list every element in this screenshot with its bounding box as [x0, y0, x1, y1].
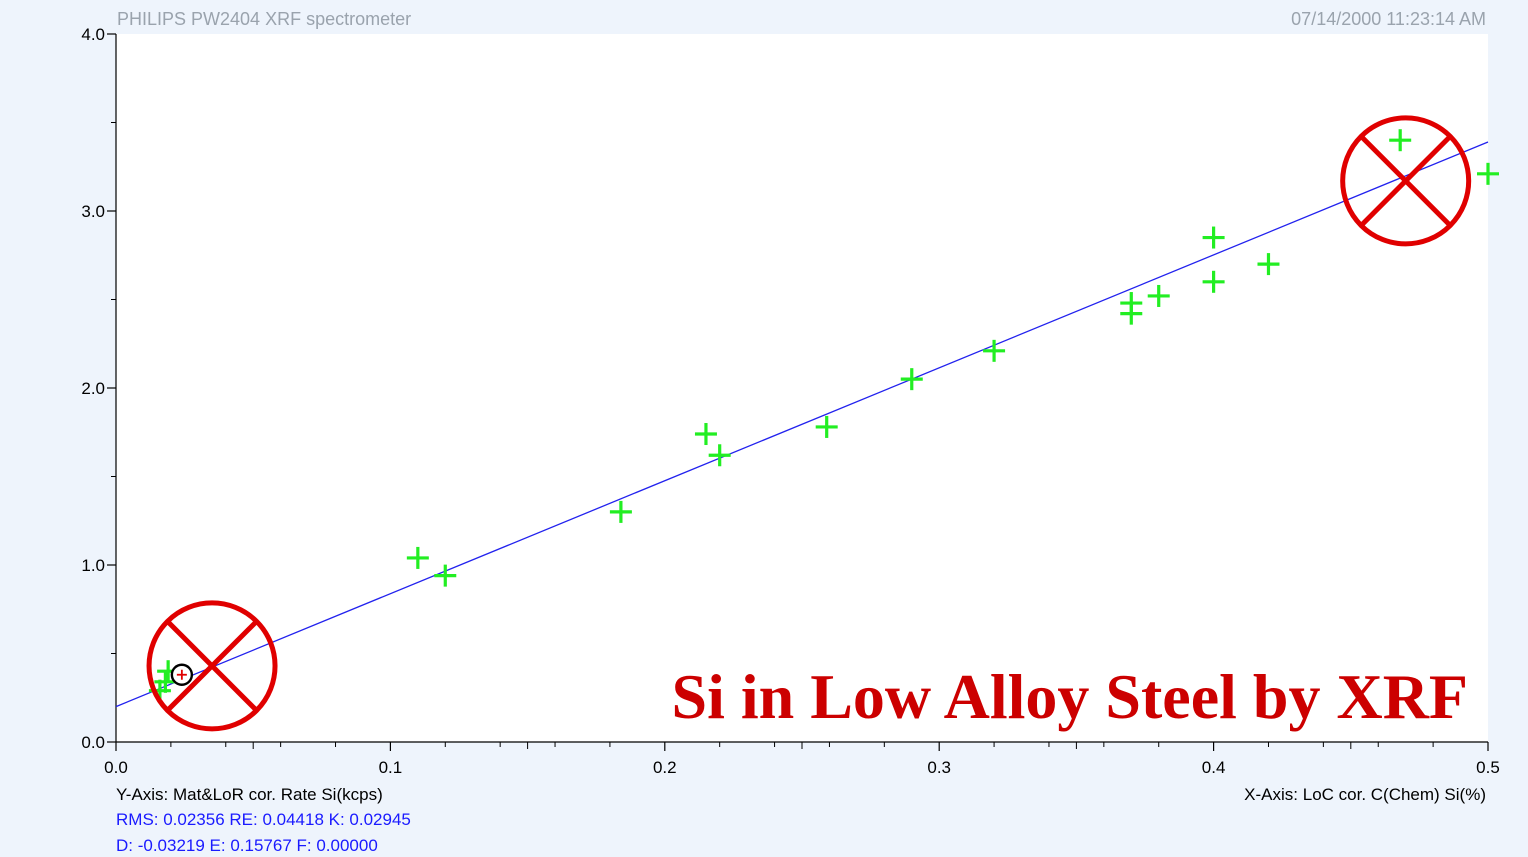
data-point: [1202, 270, 1225, 293]
fit-line: [115, 141, 1489, 708]
x-tick-label: 0.1: [379, 758, 403, 777]
data-point: [434, 564, 457, 587]
y-ticks: 0.0 1.0 2.0 3.0 4.0: [81, 25, 116, 752]
data-point: [983, 339, 1006, 362]
rejected-markers: [146, 115, 1472, 732]
data-point: [815, 415, 838, 438]
data-point: [1120, 302, 1143, 325]
x-tick-label: 0.4: [1202, 758, 1226, 777]
data-point: [1147, 284, 1170, 307]
minor-ticks: [111, 122, 1434, 749]
y-tick-label: 4.0: [81, 25, 105, 44]
data-point: [708, 444, 731, 467]
data-points: [148, 129, 1499, 702]
data-point: [1389, 129, 1412, 152]
y-axis-label: Y-Axis: Mat&LoR cor. Rate Si(kcps): [116, 785, 383, 804]
y-tick-label: 0.0: [81, 733, 105, 752]
highlighted-point-group: [170, 663, 194, 686]
data-point: [1202, 226, 1225, 249]
data-point: [609, 500, 632, 523]
plot-area: [116, 34, 1488, 742]
timestamp: 07/14/2000 11:23:14 AM: [1291, 9, 1486, 29]
x-axis-label: X-Axis: LoC cor. C(Chem) Si(%): [1244, 785, 1486, 804]
x-tick-label: 0.3: [927, 758, 951, 777]
chart-title: Si in Low Alloy Steel by XRF: [671, 661, 1468, 732]
rejected-marker: [146, 600, 278, 732]
data-point: [694, 423, 717, 446]
data-point: [406, 546, 429, 569]
y-tick-label: 3.0: [81, 202, 105, 221]
data-point: [900, 368, 923, 391]
stats-line-1: RMS: 0.02356 RE: 0.04418 K: 0.02945: [116, 810, 411, 829]
data-point: [1257, 253, 1280, 276]
x-tick-label: 0.5: [1476, 758, 1500, 777]
stats-line-2: D: -0.03219 E: 0.15767 F: 0.00000: [116, 836, 378, 855]
x-ticks: 0.0 0.1 0.2 0.3 0.4 0.5: [104, 742, 1500, 777]
data-point: [1477, 162, 1499, 185]
y-tick-label: 1.0: [81, 556, 105, 575]
instrument-label: PHILIPS PW2404 XRF spectrometer: [117, 9, 411, 29]
y-tick-label: 2.0: [81, 379, 105, 398]
x-tick-label: 0.0: [104, 758, 128, 777]
data-point: [154, 670, 177, 693]
highlighted-point: [170, 663, 194, 686]
rejected-marker: [1340, 115, 1472, 247]
x-tick-label: 0.2: [653, 758, 677, 777]
